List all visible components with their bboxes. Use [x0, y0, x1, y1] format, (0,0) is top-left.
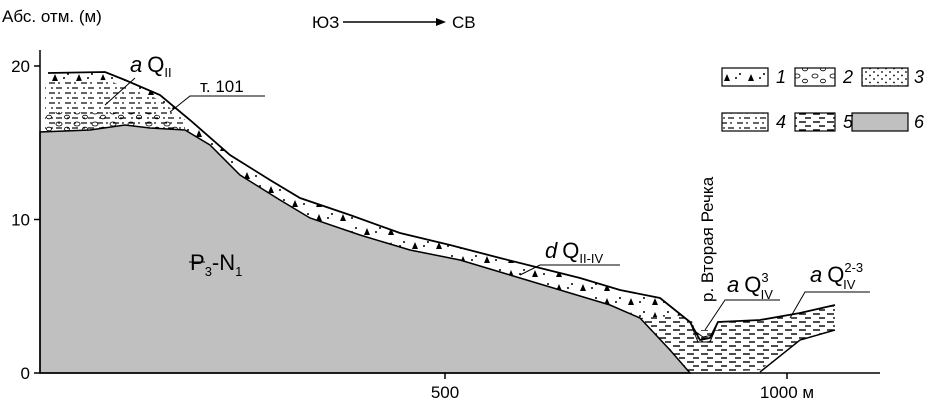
legend-swatch [794, 112, 836, 132]
leader [169, 95, 265, 113]
sub: IV [843, 277, 856, 292]
label-point: т. 101 [200, 77, 244, 96]
legend-swatch [721, 112, 769, 132]
prefix: d [545, 238, 558, 263]
sub: II [164, 65, 171, 80]
legend-number: 1 [776, 67, 786, 87]
prefix: a [130, 52, 142, 77]
bedrock-right [759, 329, 836, 373]
legend-swatch [794, 67, 836, 87]
leader [519, 264, 620, 276]
legend-swatch [861, 67, 909, 87]
leader [704, 299, 780, 331]
symbol: Q [562, 238, 579, 263]
sub: II-IV [579, 251, 603, 266]
legend-swatch [851, 112, 909, 132]
alluvium-old-gravel [45, 112, 185, 132]
deluvium [48, 72, 690, 318]
prefix: a [810, 262, 822, 287]
label-bedrock: P3-N1 [190, 250, 242, 279]
y-axis-label: Абс. отм. (м) [2, 7, 102, 26]
symbol: Q [827, 262, 844, 287]
symbol: Q [744, 272, 761, 297]
surface [47, 71, 836, 342]
y-tick-label: 10 [11, 211, 30, 230]
legend-number: 6 [914, 112, 925, 132]
arrow-head [436, 18, 446, 26]
label-deluvium: d QII-IV [545, 238, 604, 266]
main2: -N [212, 250, 235, 275]
sub: 3 [205, 264, 212, 279]
label-alluvium-terrace: a Q2-3 IV [810, 260, 863, 292]
prefix: a [727, 272, 739, 297]
label-river: р. Вторая Речка [698, 176, 717, 302]
leader [104, 77, 136, 106]
x-tick-label: 1000 м [760, 383, 814, 402]
symbol: Q [147, 52, 164, 77]
direction-to: СВ [452, 13, 476, 32]
leader [789, 291, 870, 319]
y-tick-label: 0 [21, 364, 30, 383]
legend [721, 67, 909, 132]
label-alluvium-old: a QII [130, 52, 172, 80]
legend-number: 4 [776, 112, 786, 132]
y-tick-label: 20 [11, 57, 30, 76]
sup: 3 [761, 270, 768, 285]
sup: 2-3 [844, 260, 863, 275]
sub: IV [761, 287, 774, 302]
legend-swatch [721, 67, 769, 87]
x-tick-label: 500 [431, 383, 459, 402]
legend-number: 2 [842, 67, 853, 87]
direction-from: ЮЗ [312, 13, 339, 32]
bedrock [39, 124, 692, 374]
legend-number: 3 [914, 67, 924, 87]
sub2: 1 [235, 264, 242, 279]
label-alluvium-channel: a Q3 IV [727, 270, 773, 302]
legend-number: 5 [843, 112, 854, 132]
